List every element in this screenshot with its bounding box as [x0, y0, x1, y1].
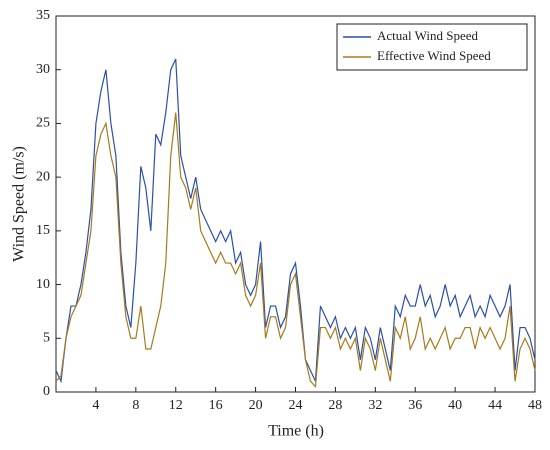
- y-tick-label: 0: [43, 384, 50, 399]
- x-tick-label: 16: [209, 398, 223, 413]
- legend-box: [336, 23, 528, 71]
- data-line: [55, 112, 536, 389]
- x-tick-label: 24: [289, 398, 303, 413]
- x-tick-label: 12: [169, 398, 183, 413]
- x-tick-label: 48: [528, 398, 542, 413]
- y-tick-label: 25: [36, 116, 50, 131]
- legend-label: Effective Wind Speed: [377, 48, 491, 63]
- plot-frame: [55, 15, 536, 393]
- y-tick-label: 15: [36, 223, 50, 238]
- x-tick-label: 40: [448, 398, 462, 413]
- data-line: [55, 58, 536, 384]
- y-tick-label: 35: [36, 8, 50, 23]
- y-tick-label: 10: [36, 277, 50, 292]
- legend-label: Actual Wind Speed: [377, 28, 479, 43]
- x-tick-label: 28: [328, 398, 342, 413]
- y-tick-label: 20: [36, 169, 50, 184]
- y-tick-label: 5: [43, 331, 50, 346]
- x-tick-label: 36: [408, 398, 422, 413]
- x-axis-label: Time (h): [268, 423, 324, 440]
- y-tick-label: 30: [36, 62, 50, 77]
- x-tick-label: 44: [488, 398, 502, 413]
- x-tick-label: 32: [368, 398, 382, 413]
- x-tick-label: 4: [92, 398, 99, 413]
- x-tick-label: 20: [249, 398, 263, 413]
- x-tick-label: 8: [132, 398, 139, 413]
- y-axis-label: Wind Speed (m/s): [11, 146, 28, 262]
